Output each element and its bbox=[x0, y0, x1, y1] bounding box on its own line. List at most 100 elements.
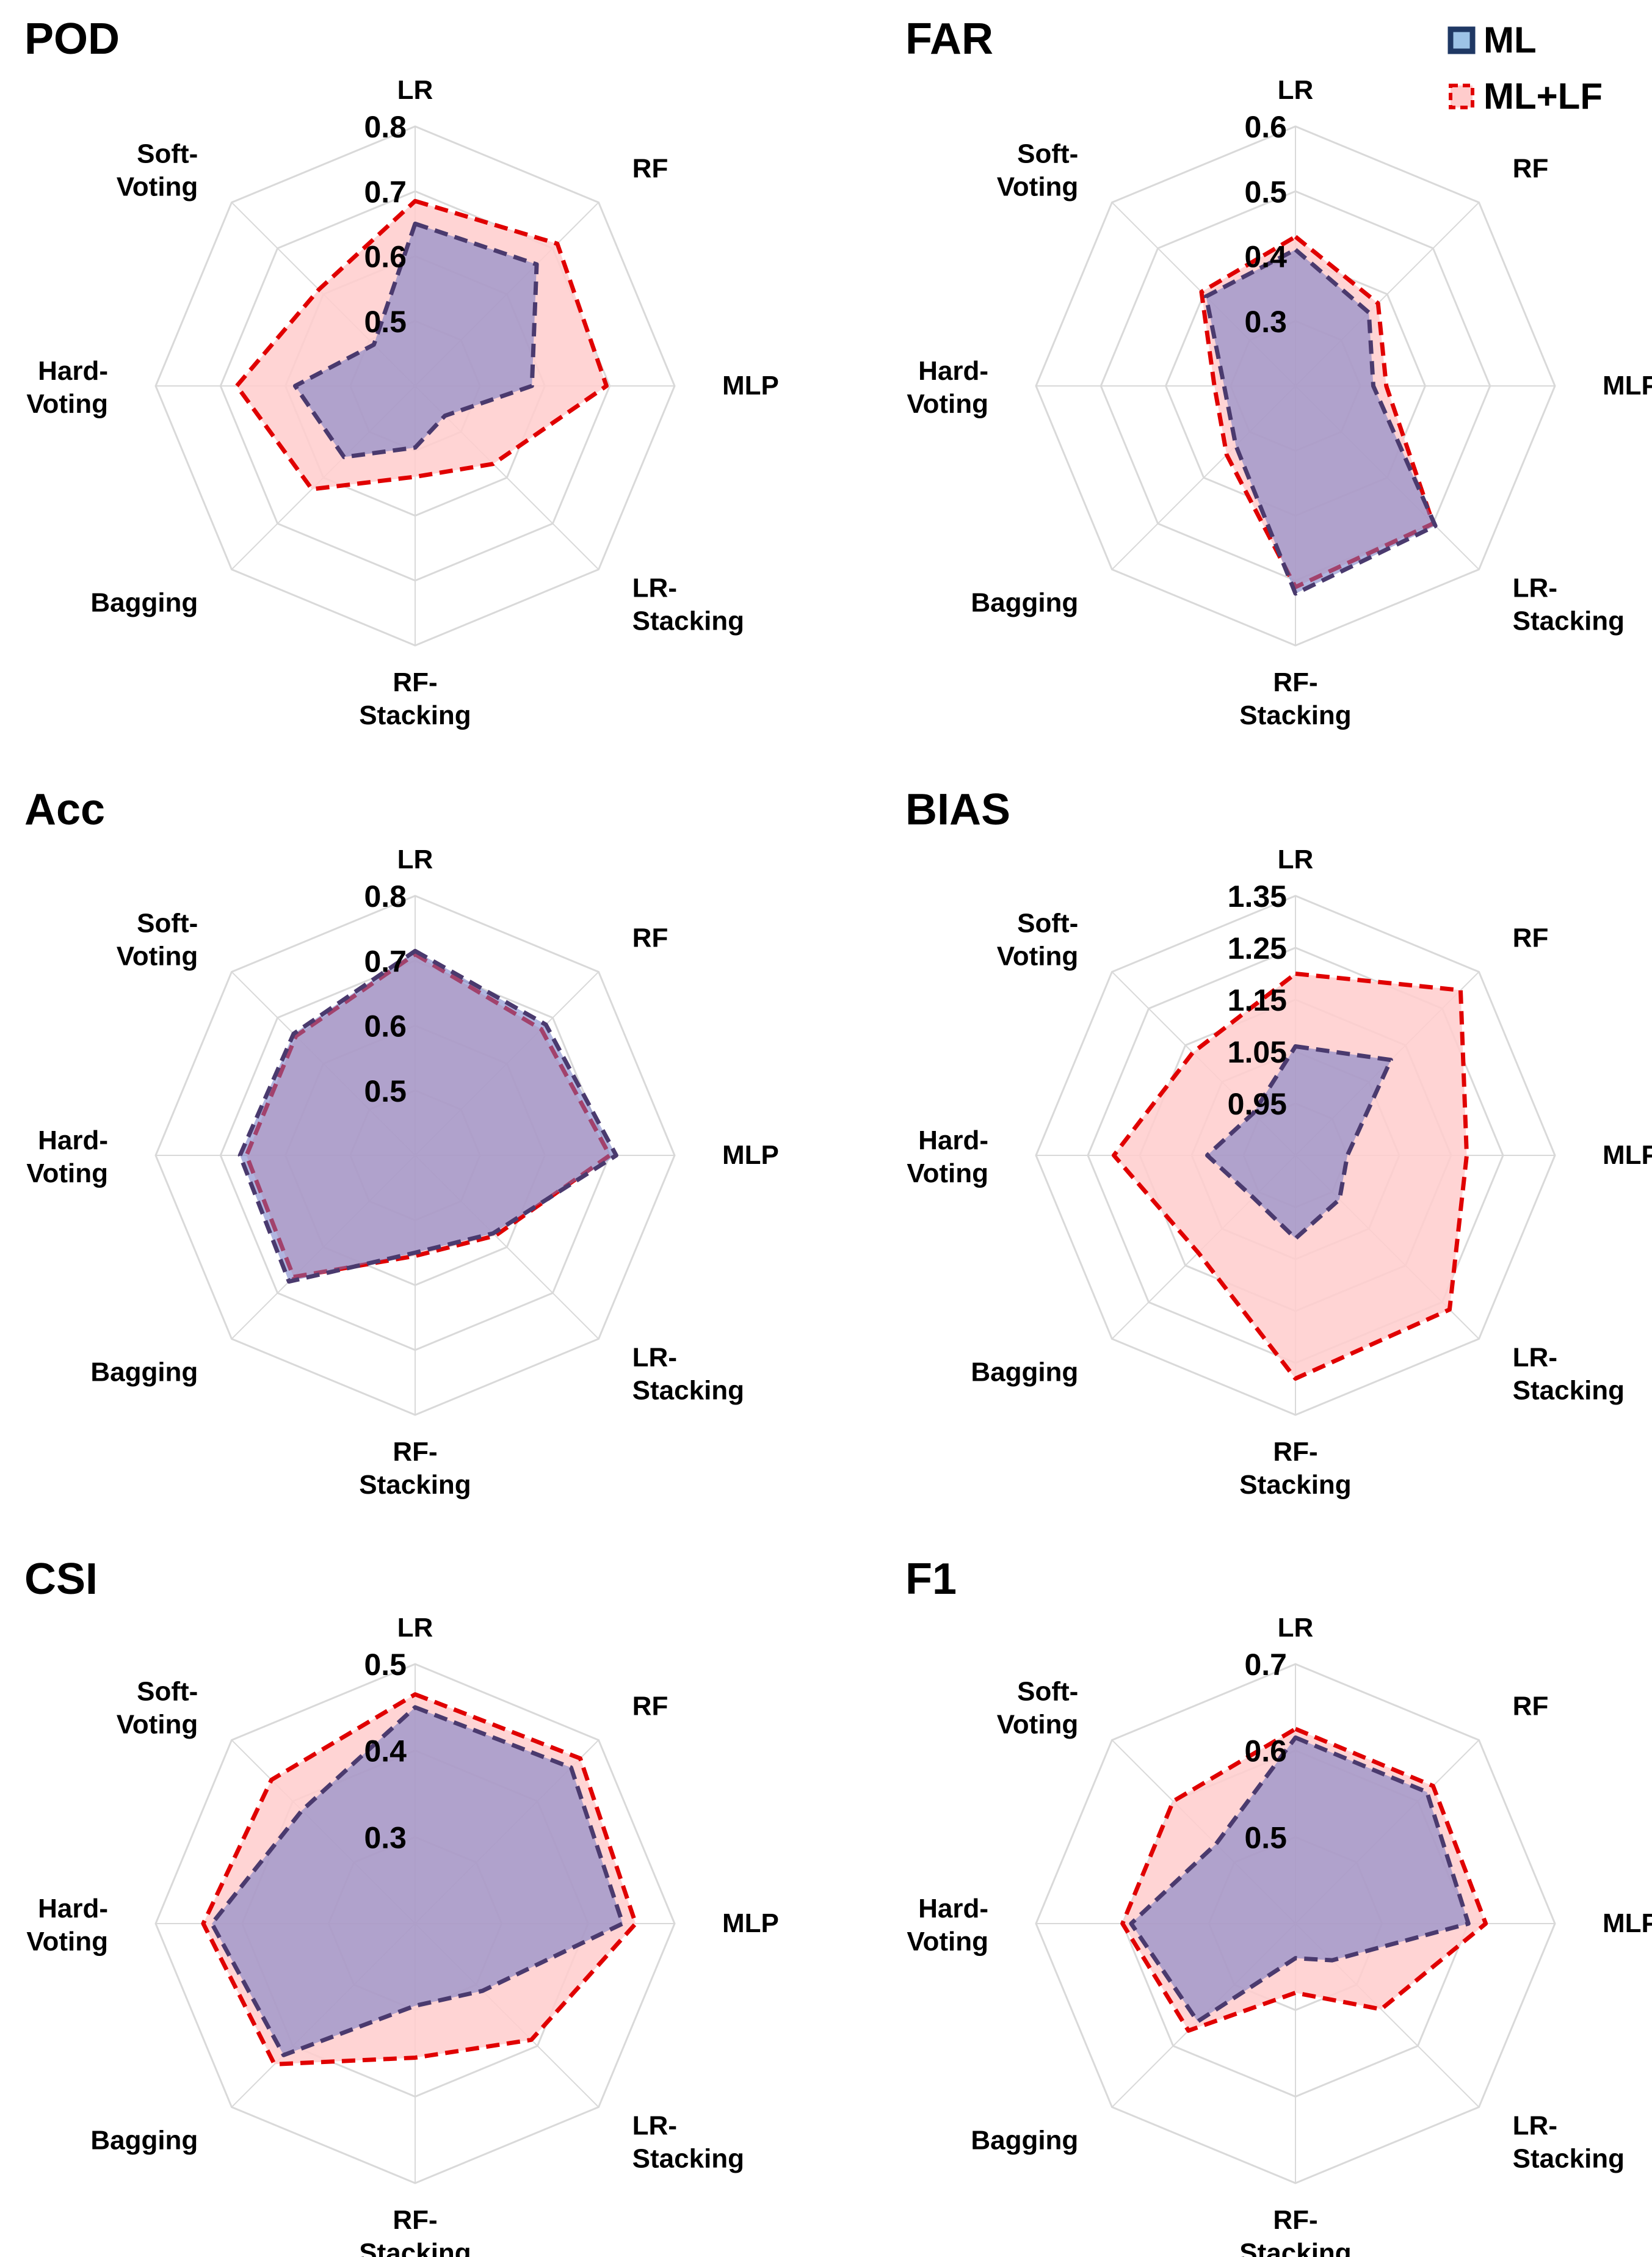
axis-label-rf-stacking: RF- bbox=[1273, 667, 1317, 697]
radar-panel-bias: BIAS0.951.051.151.251.35LRRFMLPLR-Stacki… bbox=[905, 785, 1652, 1500]
panel-title-f1: F1 bbox=[905, 1555, 957, 1604]
series-ml-far bbox=[1203, 247, 1438, 596]
axis-label-rf-stacking-line2: Stacking bbox=[1239, 1470, 1351, 1500]
axis-label-rf-stacking-line2: Stacking bbox=[1239, 2238, 1351, 2257]
axis-label-rf-stacking: RF- bbox=[393, 1437, 437, 1467]
radar-panels: POD0.50.60.70.8LRRFMLPLR-StackingRF-Stac… bbox=[24, 15, 1652, 2257]
tick-label: 0.3 bbox=[364, 1820, 407, 1855]
radar-panel-f1: F10.50.60.7LRRFMLPLR-StackingRF-Stacking… bbox=[905, 1555, 1652, 2257]
tick-label: 0.5 bbox=[364, 1648, 407, 1682]
axis-label-hard-voting-line2: Voting bbox=[907, 1158, 988, 1188]
axis-label-soft-voting: Soft- bbox=[137, 1676, 198, 1706]
axis-label-soft-voting: Soft- bbox=[1017, 1676, 1078, 1706]
axis-label-soft-voting: Soft- bbox=[1017, 908, 1078, 938]
axis-label-rf: RF bbox=[1513, 1691, 1549, 1721]
axis-label-bagging: Bagging bbox=[90, 1357, 198, 1387]
tick-label: 0.8 bbox=[364, 879, 407, 914]
axis-label-rf-stacking: RF- bbox=[393, 2205, 437, 2235]
legend-label-ml: ML bbox=[1484, 20, 1537, 60]
radar-panel-pod: POD0.50.60.70.8LRRFMLPLR-StackingRF-Stac… bbox=[24, 15, 779, 730]
legend-swatch-mllf bbox=[1449, 84, 1474, 109]
axis-label-lr-stacking: LR- bbox=[632, 573, 677, 603]
series-ml-csi bbox=[209, 1705, 625, 2057]
panel-title-acc: Acc bbox=[24, 785, 105, 834]
axis-label-mlp: MLP bbox=[722, 371, 779, 401]
axis-label-soft-voting-line2: Voting bbox=[997, 1709, 1079, 1739]
axis-label-hard-voting-line2: Voting bbox=[26, 389, 108, 419]
axis-label-lr: LR bbox=[1278, 1613, 1314, 1643]
axis-label-mlp: MLP bbox=[1603, 1140, 1652, 1170]
tick-label: 1.35 bbox=[1228, 879, 1287, 914]
axis-label-hard-voting: Hard- bbox=[38, 1125, 108, 1155]
tick-label: 0.7 bbox=[364, 175, 407, 209]
axis-label-lr: LR bbox=[397, 845, 433, 874]
axis-label-rf: RF bbox=[632, 153, 668, 183]
tick-label: 1.15 bbox=[1228, 983, 1287, 1017]
panel-title-pod: POD bbox=[24, 15, 120, 64]
axis-label-soft-voting-line2: Voting bbox=[997, 941, 1079, 971]
axis-label-mlp: MLP bbox=[1603, 1908, 1652, 1938]
tick-label: 0.5 bbox=[364, 305, 407, 339]
tick-label: 0.5 bbox=[364, 1074, 407, 1108]
axis-label-rf-stacking-line2: Stacking bbox=[359, 700, 471, 730]
tick-label: 0.7 bbox=[364, 944, 407, 978]
axis-label-mlp: MLP bbox=[1603, 371, 1652, 401]
axis-label-lr: LR bbox=[1278, 75, 1314, 105]
axis-label-bagging: Bagging bbox=[90, 2126, 198, 2156]
axis-label-hard-voting-line2: Voting bbox=[26, 1158, 108, 1188]
axis-label-hard-voting: Hard- bbox=[918, 356, 988, 386]
tick-label: 0.95 bbox=[1228, 1087, 1287, 1121]
tick-label: 0.6 bbox=[364, 1009, 407, 1044]
tick-label: 0.8 bbox=[364, 110, 407, 144]
axis-label-lr-stacking-line2: Stacking bbox=[1513, 1376, 1625, 1406]
panel-title-bias: BIAS bbox=[905, 785, 1010, 834]
axis-label-rf-stacking-line2: Stacking bbox=[359, 1470, 471, 1500]
axis-label-rf-stacking-line2: Stacking bbox=[1239, 700, 1351, 730]
panel-title-csi: CSI bbox=[24, 1555, 98, 1604]
axis-label-lr-stacking-line2: Stacking bbox=[632, 2144, 744, 2174]
axis-label-rf: RF bbox=[1513, 153, 1549, 183]
axis-label-rf: RF bbox=[632, 923, 668, 953]
tick-label: 0.6 bbox=[364, 240, 407, 274]
axis-label-hard-voting: Hard- bbox=[38, 1894, 108, 1924]
series-ml-bias bbox=[1205, 1044, 1393, 1241]
tick-label: 1.25 bbox=[1228, 931, 1287, 965]
axis-label-hard-voting-line2: Voting bbox=[907, 389, 988, 419]
axis-label-hard-voting-line2: Voting bbox=[907, 1927, 988, 1957]
axis-label-hard-voting: Hard- bbox=[918, 1894, 988, 1924]
axis-label-lr: LR bbox=[1278, 845, 1314, 874]
axis-label-rf: RF bbox=[1513, 923, 1549, 953]
axis-label-bagging: Bagging bbox=[90, 588, 198, 618]
axis-label-rf: RF bbox=[632, 1691, 668, 1721]
axis-label-lr-stacking: LR- bbox=[632, 1343, 677, 1373]
axis-label-lr-stacking: LR- bbox=[632, 2111, 677, 2141]
axis-label-soft-voting-line2: Voting bbox=[117, 172, 198, 202]
axis-label-hard-voting: Hard- bbox=[38, 356, 108, 386]
tick-label: 1.05 bbox=[1228, 1035, 1287, 1069]
tick-label: 0.4 bbox=[1244, 240, 1287, 274]
axis-label-rf-stacking-line2: Stacking bbox=[359, 2238, 471, 2257]
axis-label-rf-stacking: RF- bbox=[393, 667, 437, 697]
axis-label-lr-stacking: LR- bbox=[1513, 2111, 1557, 2141]
tick-label: 0.5 bbox=[1244, 1820, 1287, 1855]
legend-label-mllf: ML+LF bbox=[1484, 76, 1603, 117]
axis-label-rf-stacking: RF- bbox=[1273, 1437, 1317, 1467]
axis-label-hard-voting-line2: Voting bbox=[26, 1927, 108, 1957]
tick-label: 0.3 bbox=[1244, 305, 1287, 339]
radar-panel-far: FAR0.30.40.50.6LRRFMLPLR-StackingRF-Stac… bbox=[905, 15, 1652, 730]
radar-panel-csi: CSI0.30.40.5LRRFMLPLR-StackingRF-Stackin… bbox=[24, 1555, 779, 2257]
axis-label-lr-stacking-line2: Stacking bbox=[1513, 606, 1625, 636]
axis-label-soft-voting: Soft- bbox=[1017, 139, 1078, 169]
axis-label-lr-stacking-line2: Stacking bbox=[1513, 2144, 1625, 2174]
axis-label-mlp: MLP bbox=[722, 1908, 779, 1938]
series-ml-acc bbox=[237, 948, 618, 1284]
axis-label-soft-voting-line2: Voting bbox=[117, 941, 198, 971]
axis-label-soft-voting: Soft- bbox=[137, 908, 198, 938]
series-ml-f1 bbox=[1129, 1735, 1471, 2024]
tick-label: 0.6 bbox=[1244, 1734, 1287, 1768]
axis-label-lr: LR bbox=[397, 75, 433, 105]
axis-label-hard-voting: Hard- bbox=[918, 1125, 988, 1155]
tick-label: 0.7 bbox=[1244, 1648, 1287, 1682]
